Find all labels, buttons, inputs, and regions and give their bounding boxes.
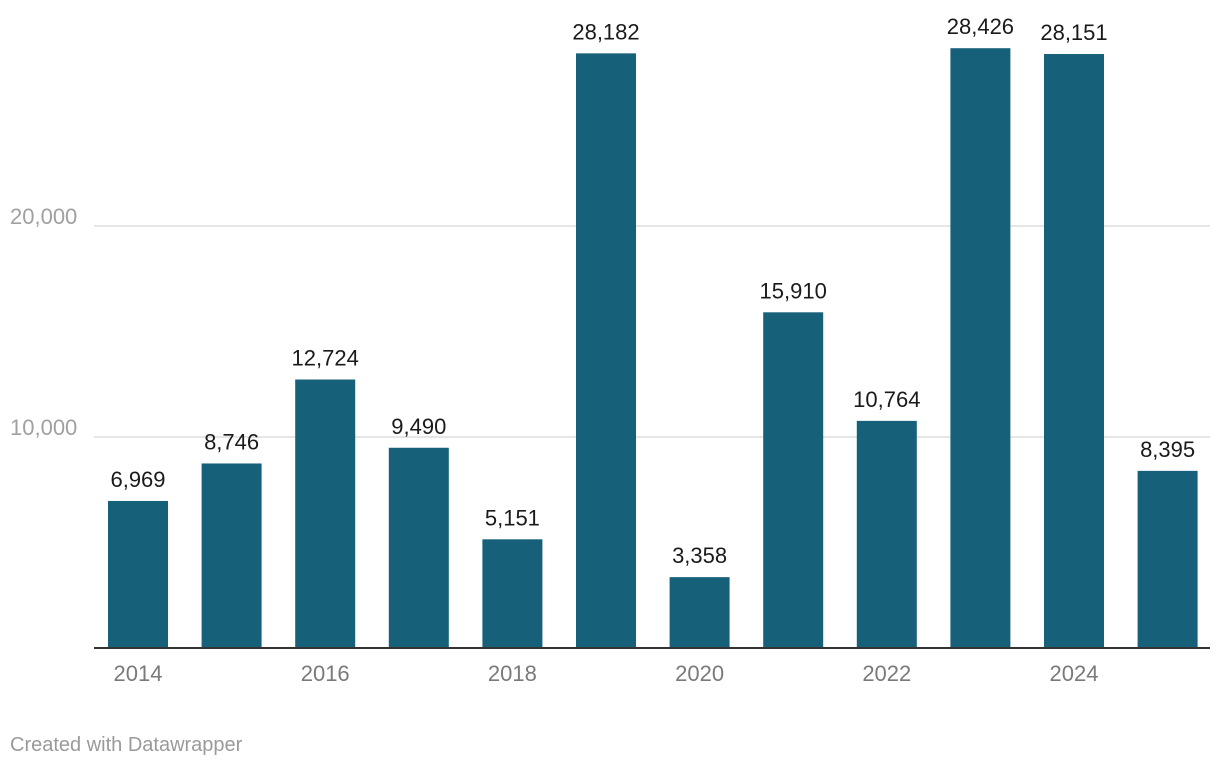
x-tick-label: 2014 (114, 661, 163, 686)
value-label: 10,764 (853, 387, 920, 412)
value-label: 3,358 (672, 543, 727, 568)
bar (482, 539, 543, 648)
bars (108, 48, 1198, 648)
x-tick-label: 2024 (1050, 661, 1099, 686)
bar (1137, 470, 1198, 648)
value-label: 28,182 (572, 19, 639, 44)
value-label: 12,724 (292, 346, 359, 371)
value-label: 8,395 (1140, 437, 1195, 462)
bar (763, 312, 824, 648)
value-label: 28,151 (1040, 20, 1107, 45)
bar (950, 48, 1011, 648)
value-label: 28,426 (947, 14, 1014, 39)
x-tick-label: 2016 (301, 661, 350, 686)
bar (388, 447, 449, 648)
x-axis: 2014 2016 2018 2020 2022 2024 (94, 647, 1210, 686)
bar (295, 379, 356, 648)
bar (669, 577, 730, 648)
value-label: 5,151 (485, 505, 540, 530)
y-tick-label: 20,000 (10, 204, 77, 229)
x-tick-label: 2018 (488, 661, 537, 686)
bar-chart: 10,000 20,000 6,969 8,746 12,724 9,490 5,151 2… (10, 14, 1210, 686)
bar (856, 420, 917, 648)
x-tick-label: 2020 (675, 661, 724, 686)
value-label: 9,490 (391, 414, 446, 439)
x-tick-label: 2022 (862, 661, 911, 686)
y-tick-label: 10,000 (10, 415, 77, 440)
gridlines: 10,000 20,000 (10, 204, 1210, 440)
datawrapper-credit: Created with Datawrapper (10, 734, 243, 756)
bar (576, 53, 636, 648)
bar (201, 463, 262, 648)
value-label: 15,910 (760, 278, 827, 303)
value-label: 6,969 (110, 467, 165, 492)
value-labels: 6,969 8,746 12,724 9,490 5,151 28,182 3,358 15,… (110, 14, 1195, 568)
bar (108, 500, 168, 648)
bar (1044, 54, 1104, 648)
value-label: 8,746 (204, 429, 259, 454)
